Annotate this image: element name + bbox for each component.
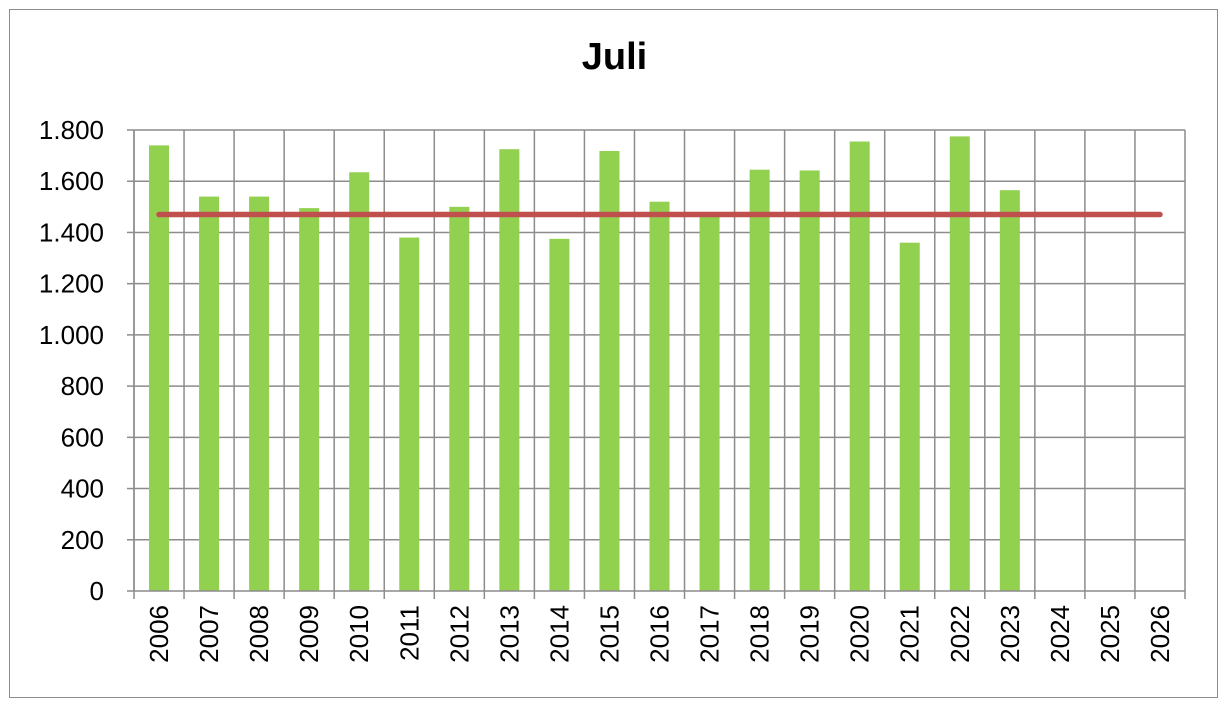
- x-tick-label: 2020: [845, 605, 875, 663]
- y-tick-label: 0: [90, 576, 104, 606]
- x-tick-label: 2013: [494, 605, 524, 663]
- bar-layer: [149, 136, 1020, 592]
- bar: [549, 238, 570, 591]
- y-tick-label: 200: [61, 525, 104, 555]
- y-tick-label: 1.600: [39, 166, 104, 196]
- axis-layer: [127, 129, 1186, 599]
- bar: [399, 237, 420, 592]
- bar: [449, 206, 470, 592]
- x-tick-label: 2024: [1045, 605, 1075, 663]
- x-tick-label: 2006: [144, 605, 174, 663]
- bar: [199, 196, 220, 592]
- chart-title: Juli: [581, 36, 648, 78]
- x-tick-label: 2017: [695, 605, 725, 663]
- y-tick-label: 1.800: [39, 115, 104, 145]
- y-tick-label: 1.200: [39, 269, 104, 299]
- bar: [799, 170, 820, 591]
- x-tick-label: 2023: [995, 605, 1025, 663]
- x-tick-label: 2008: [244, 605, 274, 663]
- bar: [749, 169, 770, 592]
- x-tick-label: 2014: [544, 605, 574, 663]
- x-tick-label: 2007: [194, 605, 224, 663]
- x-tick-label: 2019: [795, 605, 825, 663]
- bar: [899, 242, 920, 591]
- bar: [149, 145, 170, 591]
- x-tick-label: 2018: [745, 605, 775, 663]
- bar: [499, 149, 520, 592]
- y-tick-label: 600: [61, 422, 104, 452]
- x-tick-label: 2026: [1145, 605, 1175, 663]
- x-tick-label: 2009: [294, 605, 324, 663]
- y-tick-label: 800: [61, 371, 104, 401]
- x-tick-label: 2016: [645, 605, 675, 663]
- x-tick-label: 2025: [1095, 605, 1125, 663]
- bar: [249, 196, 270, 592]
- bar: [849, 141, 870, 591]
- bar: [599, 151, 620, 592]
- x-tick-label: 2011: [394, 605, 424, 661]
- y-tick-label: 400: [61, 474, 104, 504]
- x-tick-label: 2022: [945, 605, 975, 663]
- y-tick-label: 1.400: [39, 217, 104, 247]
- bar: [699, 215, 720, 591]
- bar: [299, 208, 320, 591]
- bar: [349, 172, 370, 591]
- x-tick-label: 2010: [344, 605, 374, 663]
- label-layer: 0 200 400 600 800 1.000 1.200 1.400 1.600 1.800 20…: [39, 115, 1175, 663]
- bar: [649, 201, 670, 591]
- x-tick-label: 2012: [444, 605, 474, 663]
- bar: [999, 190, 1020, 592]
- y-tick-label: 1.000: [39, 320, 104, 350]
- x-tick-label: 2015: [594, 605, 624, 663]
- bar: [949, 136, 970, 591]
- x-tick-label: 2021: [895, 605, 925, 663]
